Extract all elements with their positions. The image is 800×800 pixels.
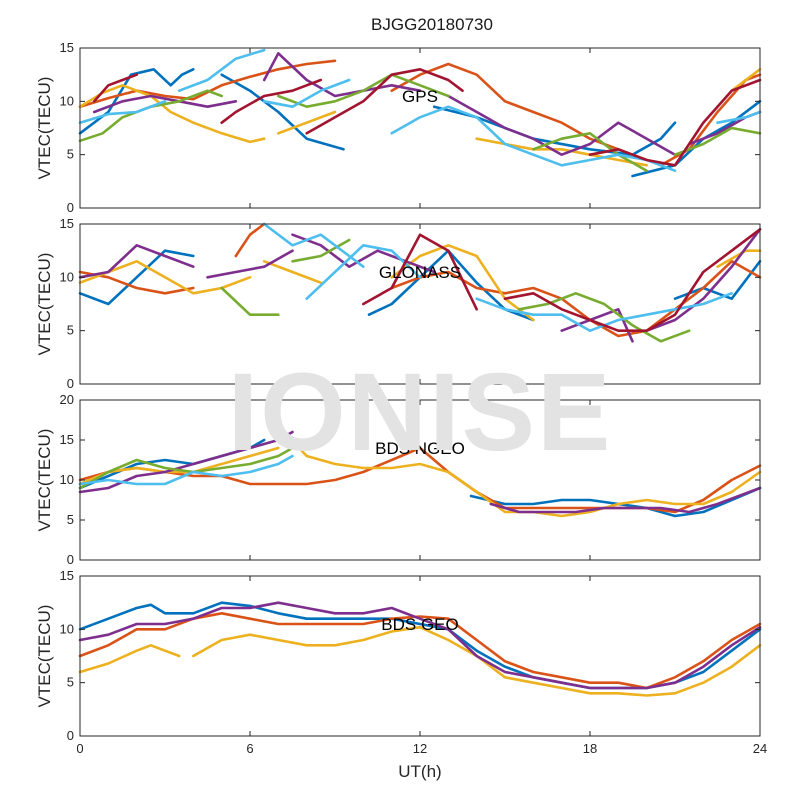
series-line [78,601,762,690]
y-tick-label: 10 [60,621,74,636]
y-tick-label: 5 [67,323,74,338]
axes-box [79,575,761,737]
y-tick-label: 5 [67,512,74,527]
series-line [78,59,337,108]
series-line [78,100,167,124]
y-tick-label: 15 [60,216,74,231]
y-tick-label: 5 [67,675,74,690]
y-tick-label: 10 [60,269,74,284]
x-tick-label: 24 [753,741,767,756]
subplot-1: 0 5 10 15 VTEC(TECU) GPS [35,40,762,215]
x-tick-label: 18 [583,741,597,756]
series-line [390,260,762,338]
axes-box [79,47,761,209]
y-tick-label: 15 [60,432,74,447]
x-tick-label: 12 [413,741,427,756]
y-axis-label: VTEC(TECU) [35,605,54,708]
series-line [262,78,351,108]
panel-annotation: BDS GEO [381,615,458,634]
series-line [206,249,294,279]
series-line [489,486,762,514]
y-tick-label: 10 [60,472,74,487]
series-line [716,110,762,124]
figure-title: BJGG20180730 [371,15,493,34]
series-line [659,73,762,167]
y-tick-label: 10 [60,93,74,108]
y-tick-label: 0 [67,552,74,567]
x-axis-label: UT(h) [398,762,441,781]
series-line [673,126,762,156]
series-line [78,644,181,674]
series-line [305,68,464,135]
series-line [277,73,450,108]
y-tick-label: 0 [67,200,74,215]
series-line [177,48,266,92]
y-axis-label: VTEC(TECU) [35,253,54,356]
series-line [517,292,691,343]
x-tick-label: 6 [246,741,253,756]
series-line [447,94,677,156]
y-tick-label: 5 [67,147,74,162]
watermark: IONISE [228,351,613,474]
series-line [532,132,648,172]
y-tick-label: 0 [67,376,74,391]
series-line [645,228,762,332]
series-line [390,105,677,172]
series-line [78,68,195,135]
y-axis-label: VTEC(TECU) [35,77,54,180]
y-tick-label: 15 [60,40,74,55]
series-line [234,222,266,258]
series-line [220,286,280,316]
series-line [78,84,266,144]
series-line [560,308,634,343]
series-line [78,430,294,494]
y-axis-label: VTEC(TECU) [35,429,54,532]
series-line [291,238,351,263]
y-tick-label: 20 [60,392,74,407]
subplot-4: 0 5 10 15 0 6 12 18 24 VTEC(TECU) BDS GEO [35,568,767,756]
y-tick-label: 0 [67,728,74,743]
series-line [730,68,762,92]
panel-annotation: GLONASS [379,263,461,282]
series-line [362,233,478,311]
subplot-3: 0 5 10 15 20 VTEC(TECU) BDS NGEO [35,392,762,567]
series-line [277,110,337,135]
series-line [390,244,535,322]
panel-annotation: GPS [402,87,438,106]
series-line [78,249,195,306]
subplot-2: 0 5 10 15 VTEC(TECU) GLONASS [35,216,762,391]
series-line [78,244,195,279]
series-line [716,249,762,268]
series-line [262,222,365,268]
series-line [262,260,323,284]
panel-annotation: BDS NGEO [375,439,465,458]
series-line [305,244,422,300]
series-line [291,233,436,274]
series-line [262,52,422,98]
x-tick-label: 0 [76,741,83,756]
subplot-stack: 0 5 10 15 VTEC(TECU) GPS 0 5 10 15 VTEC(TECU) GLONA… [35,40,767,756]
series-line [78,454,294,486]
series-line [588,78,762,167]
series-line [220,73,345,151]
series-line [92,94,238,114]
y-tick-label: 15 [60,568,74,583]
series-line [92,73,138,103]
series-line [192,625,762,697]
series-line [503,228,762,332]
series-line [220,78,323,124]
